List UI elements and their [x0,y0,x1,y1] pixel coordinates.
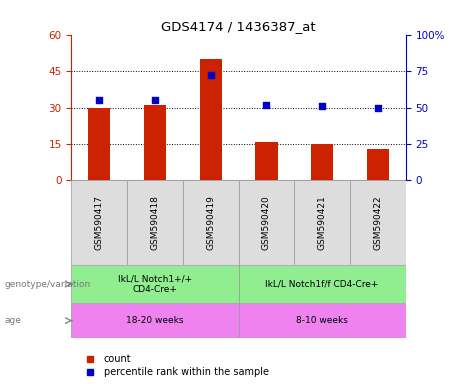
Bar [255,142,278,180]
Bar [311,144,333,180]
Text: genotype/variation: genotype/variation [5,280,91,289]
Bar [366,149,389,180]
Point [319,103,326,109]
Bar [238,303,406,338]
Bar [238,180,294,265]
Title: GDS4174 / 1436387_at: GDS4174 / 1436387_at [161,20,316,33]
Bar [144,105,166,180]
Bar [71,303,239,338]
Point [374,104,382,111]
Text: IkL/L Notch1f/f CD4-Cre+: IkL/L Notch1f/f CD4-Cre+ [266,280,379,289]
Bar [127,180,183,265]
Bar [183,180,238,265]
Text: age: age [5,316,22,325]
Point [95,97,103,103]
Text: GSM590422: GSM590422 [373,195,382,250]
Bar [71,265,239,303]
Legend: count, percentile rank within the sample: count, percentile rank within the sample [77,350,272,381]
Point [263,101,270,108]
Point [151,97,159,103]
Text: 18-20 weeks: 18-20 weeks [126,316,184,325]
Bar [88,108,111,180]
Text: IkL/L Notch1+/+
CD4-Cre+: IkL/L Notch1+/+ CD4-Cre+ [118,275,192,294]
Text: GSM590420: GSM590420 [262,195,271,250]
Text: GSM590417: GSM590417 [95,195,104,250]
Text: 8-10 weeks: 8-10 weeks [296,316,348,325]
Point [207,72,214,78]
Bar [200,59,222,180]
Bar [71,180,127,265]
Text: GSM590421: GSM590421 [318,195,327,250]
Bar [238,265,406,303]
Bar [350,180,406,265]
Text: GSM590419: GSM590419 [206,195,215,250]
Bar [294,180,350,265]
Text: GSM590418: GSM590418 [150,195,160,250]
